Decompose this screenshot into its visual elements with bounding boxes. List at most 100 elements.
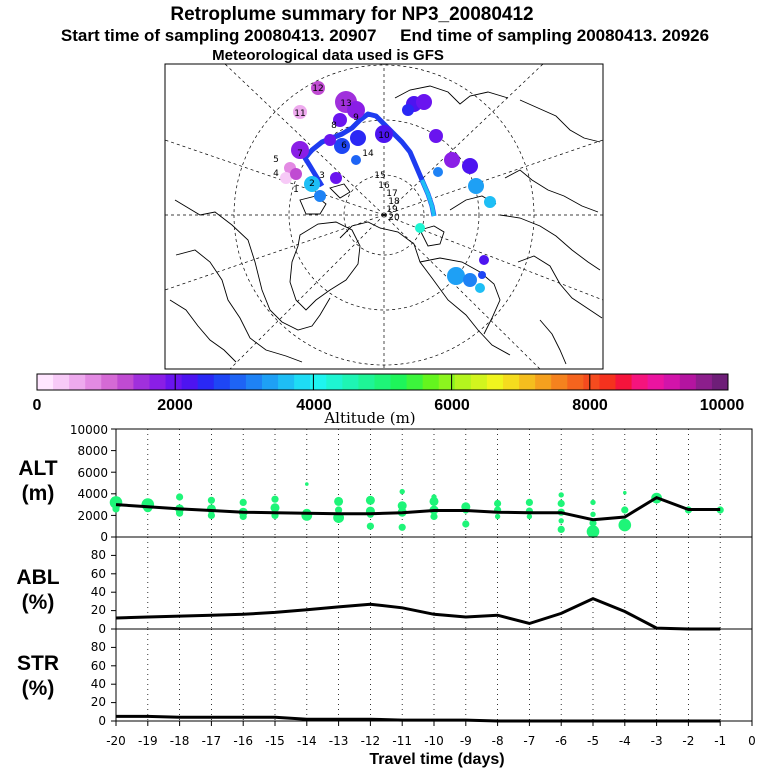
abl-grid (111, 536, 721, 630)
alt-scatter-point (462, 520, 470, 528)
str-ytick: 0 (98, 714, 106, 728)
cluster-marker (333, 113, 347, 127)
trajectory-clusters (280, 81, 496, 293)
x-tick-label: -13 (329, 734, 349, 748)
colorbar-cell (406, 374, 424, 390)
colorbar-cell (567, 374, 584, 390)
alt-scatter-point (494, 499, 502, 508)
cluster-marker (484, 196, 496, 208)
day-label: 4 (273, 169, 279, 179)
alt-panel-unit: (m) (22, 482, 55, 505)
alt-scatter-point (526, 513, 533, 520)
colorbar-cell (551, 374, 568, 390)
figure-title: Retroplume summary for NP3_20080412 (170, 4, 533, 25)
cluster-marker (304, 176, 320, 192)
alt-ytick: 4000 (77, 487, 108, 501)
day-label: 6 (341, 141, 347, 151)
str-ytick: 20 (91, 695, 106, 709)
alt-scatter-point (557, 499, 565, 508)
day-label: 19 (386, 205, 398, 215)
alt-ytick: 2000 (77, 509, 108, 523)
cluster-marker (324, 134, 336, 146)
alt-ytick: 10000 (70, 423, 108, 437)
cluster-marker (291, 141, 309, 159)
colorbar-cell (615, 374, 633, 390)
x-tick-label: -4 (619, 734, 631, 748)
colorbar-cell (503, 374, 520, 390)
colorbar-cell (117, 374, 134, 390)
colorbar-tick: 6000 (434, 397, 470, 414)
colorbar-cell (69, 374, 86, 390)
cluster-marker (478, 271, 486, 279)
cluster-marker (280, 172, 292, 184)
day-label: 11 (294, 109, 305, 119)
x-tick-label: -3 (651, 734, 663, 748)
x-axis-ticks: -20 -19 -18 -17 -16 -15 -14 -13 -12 -11 -10 -9 -8 -7-… (106, 721, 756, 748)
alt-panel: ALT (m) 0 2000 4000 6000 8000 10000 (18, 423, 753, 544)
colorbar-cell (294, 374, 311, 390)
abl-panel-unit: (%) (22, 591, 55, 614)
day-label: 13 (340, 99, 351, 109)
alt-scatter-point (623, 490, 627, 495)
x-tick-label: -16 (233, 734, 253, 748)
map-panel: 1 2 3 4 5 6 7 8 9 10 11 12 13 14 15 16 1… (164, 63, 604, 370)
day-label: 16 (378, 181, 390, 191)
alt-scatter-point (590, 511, 596, 517)
cluster-marker (375, 125, 393, 143)
x-tick-label: -20 (106, 734, 126, 748)
alt-series-line (115, 495, 721, 522)
colorbar-cell (599, 374, 617, 390)
colorbar-cell (438, 374, 456, 390)
alt-scatter-point (618, 518, 632, 532)
day-label: 1 (293, 185, 299, 195)
x-tick-label: -12 (361, 734, 381, 748)
alt-scatter-point (207, 511, 215, 519)
alt-scatter-point (558, 518, 564, 524)
day-label: 9 (353, 113, 359, 123)
colorbar-cell (711, 374, 729, 390)
colorbar-cell (310, 374, 327, 390)
day-label: 8 (331, 121, 337, 131)
alt-scatter-point (271, 495, 279, 503)
colorbar-cell (454, 374, 472, 390)
x-tick-label: -8 (492, 734, 504, 748)
day-label: 15 (374, 171, 385, 181)
abl-ytick: 80 (91, 548, 106, 562)
colorbar-cell (245, 374, 263, 390)
abl-ytick: 60 (91, 567, 106, 581)
trajectory-track (302, 111, 437, 217)
cluster-marker (479, 255, 489, 265)
str-ytick: 80 (91, 640, 106, 654)
colorbar-cell (422, 374, 440, 390)
alt-scatter-point (365, 495, 375, 505)
colorbar-cell (342, 374, 359, 390)
x-tick-label: -15 (265, 734, 285, 748)
colorbar-tick: 4000 (296, 397, 332, 414)
cluster-marker (475, 283, 485, 293)
alt-scatter-point (239, 498, 247, 506)
colorbar-cell (535, 374, 552, 390)
colorbar-cell (695, 374, 713, 390)
colorbar-cell (519, 374, 536, 390)
alt-scatter-point (621, 506, 629, 514)
alt-scatter-point (335, 506, 343, 514)
day-label: 18 (388, 197, 400, 207)
alt-scatter-point (558, 492, 564, 498)
day-label: 14 (362, 149, 374, 159)
x-tick-label: -10 (424, 734, 444, 748)
trajectory-track-low (420, 179, 436, 217)
abl-panel: ABL (%) 0 20 40 60 80 (16, 536, 753, 636)
abl-ytick: 20 (91, 603, 106, 617)
alt-scatter-point (207, 496, 215, 504)
colorbar-cell (326, 374, 343, 390)
colorbar-cells (37, 374, 729, 390)
alt-ytick: 0 (100, 530, 108, 544)
alt-scatter-point (525, 498, 534, 506)
colorbar-cell (101, 374, 118, 390)
colorbar: 0 2000 4000 6000 8000 10000 Altitude (m) (33, 373, 744, 427)
cluster-marker (293, 105, 307, 119)
x-tick-label: -19 (138, 734, 158, 748)
cluster-marker (314, 190, 326, 202)
alt-scatter-point (590, 499, 596, 506)
